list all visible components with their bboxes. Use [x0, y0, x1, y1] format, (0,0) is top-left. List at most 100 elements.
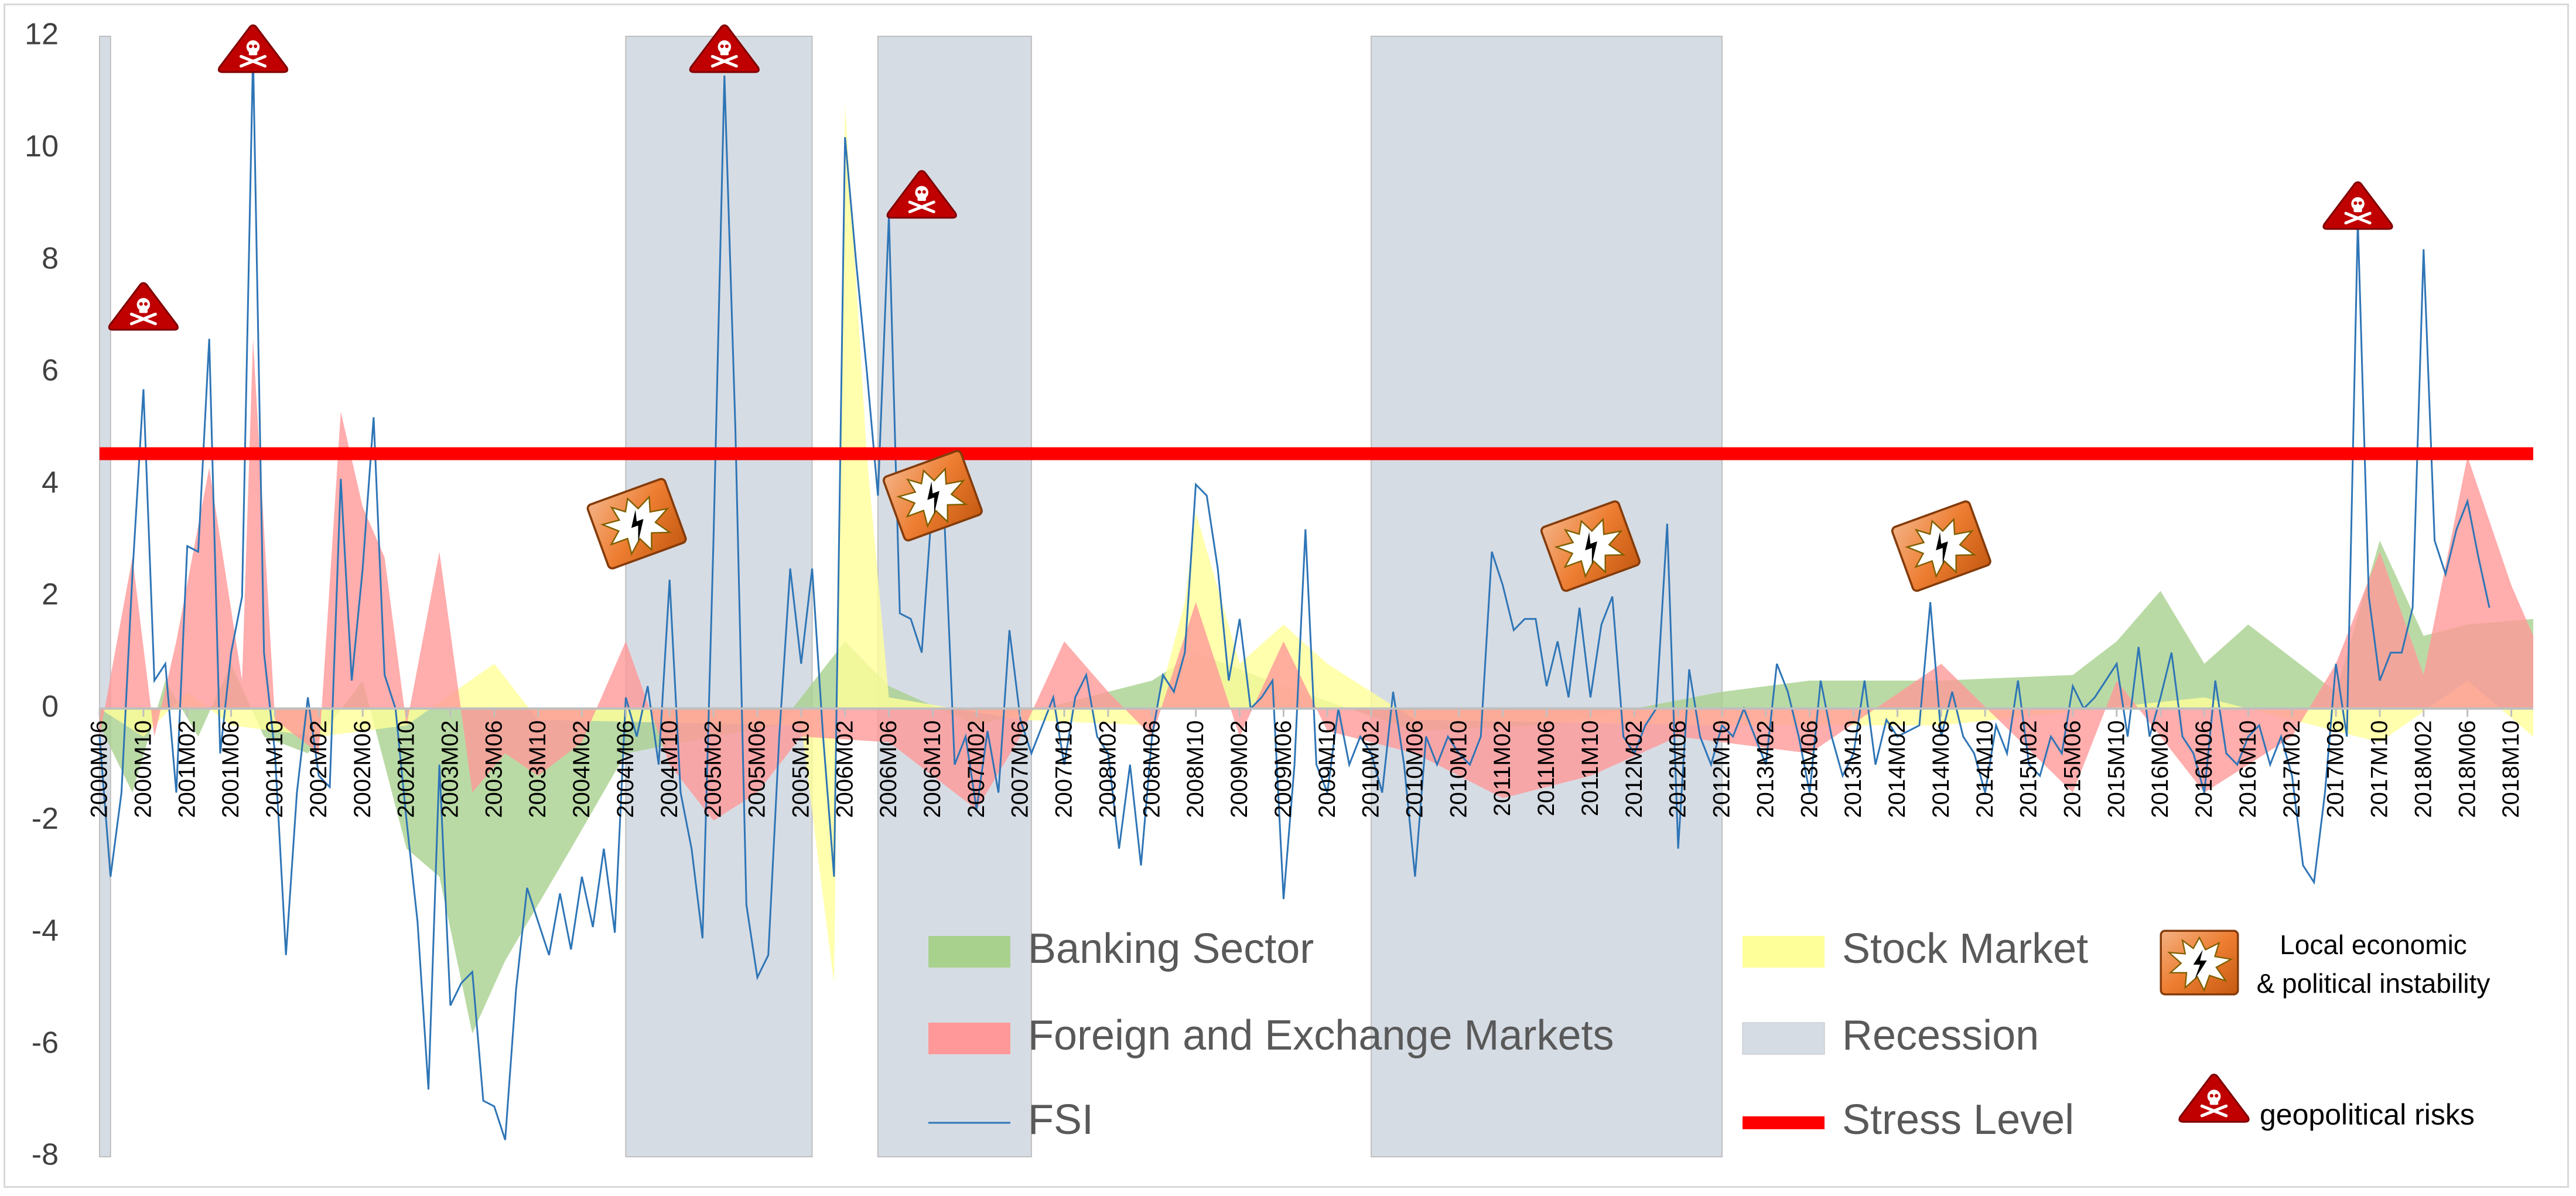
legend-label: geopolitical risks — [2260, 1098, 2475, 1131]
x-tick-label: 2018M10 — [2498, 720, 2524, 818]
x-tick-label: 2007M02 — [964, 720, 989, 818]
fsi-line — [98, 53, 2490, 1140]
x-tick-label: 2006M02 — [832, 720, 857, 818]
y-tick-label: -4 — [32, 914, 59, 948]
y-tick-label: -2 — [32, 802, 59, 836]
x-tick-label: 2006M06 — [876, 720, 901, 818]
x-tick-label: 2009M02 — [1226, 720, 1252, 818]
y-tick-label: 10 — [25, 129, 59, 163]
y-tick-label: 12 — [25, 18, 59, 52]
y-tick-label: 6 — [42, 354, 59, 388]
y-tick-label: -6 — [32, 1026, 59, 1060]
x-tick-label: 2016M06 — [2191, 720, 2217, 818]
x-tick-label: 2001M02 — [174, 720, 200, 818]
x-tick-label: 2005M10 — [788, 720, 814, 818]
x-tick-label: 2004M02 — [569, 720, 595, 818]
legend-label: & political instability — [2257, 968, 2490, 999]
x-tick-label: 2015M02 — [2016, 720, 2042, 818]
x-tick-label: 2010M06 — [1402, 720, 1428, 818]
x-tick-label: 2014M10 — [1972, 720, 1998, 818]
legend-swatch — [928, 1023, 1010, 1054]
x-tick-label: 2002M06 — [350, 720, 375, 818]
y-tick-label: 0 — [42, 690, 59, 724]
x-tick-label: 2016M02 — [2147, 720, 2173, 818]
x-tick-label: 2015M06 — [2059, 720, 2085, 818]
x-tick-label: 2000M10 — [130, 720, 156, 818]
x-tick-label: 2012M02 — [1621, 720, 1647, 818]
legend: Banking Sector Stock Market Foreign and Ex… — [928, 925, 2490, 1143]
y-tick-label: -8 — [32, 1138, 59, 1172]
legend-label: Stress Level — [1842, 1096, 2074, 1143]
x-tick-label: 2011M02 — [1489, 720, 1515, 816]
legend-local-instability: Local economic & political instability — [2160, 930, 2490, 999]
x-tick-label: 2011M10 — [1577, 720, 1603, 816]
x-tick-label: 2013M06 — [1796, 720, 1822, 818]
x-tick-label: 2013M10 — [1840, 720, 1866, 818]
x-tick-label: 2009M10 — [1314, 720, 1340, 818]
x-tick-label: 2011M06 — [1533, 720, 1559, 816]
legend-label: FSI — [1028, 1096, 1094, 1143]
legend-label: Recession — [1842, 1012, 2039, 1059]
legend-label: Stock Market — [1842, 925, 2088, 972]
area-series — [100, 339, 2533, 821]
legend-foreign-exchange: Foreign and Exchange Markets — [928, 1012, 1614, 1059]
legend-label: Foreign and Exchange Markets — [1028, 1012, 1614, 1059]
x-tick-label: 2017M10 — [2367, 720, 2393, 818]
area-series — [100, 540, 2533, 1034]
x-tick-label: 2015M10 — [2103, 720, 2129, 818]
x-tick-label: 2002M10 — [394, 720, 419, 818]
x-tick-label: 2008M10 — [1183, 720, 1208, 818]
legend-fsi: FSI — [928, 1096, 1094, 1143]
x-tick-label: 2004M06 — [613, 720, 638, 818]
recession-band — [99, 36, 111, 1157]
x-tick-label: 2018M06 — [2454, 720, 2480, 818]
x-tick-label: 2001M10 — [262, 720, 288, 818]
legend-swatch — [1743, 936, 1825, 968]
y-tick-label: 2 — [42, 578, 59, 611]
x-tick-label: 2003M02 — [437, 720, 463, 818]
recession-band — [877, 36, 1032, 1157]
x-tick-label: 2008M02 — [1095, 720, 1120, 818]
x-tick-label: 2009M06 — [1270, 720, 1296, 818]
x-tick-label: 2014M02 — [1884, 720, 1910, 818]
x-tick-label: 2003M06 — [481, 720, 507, 818]
recession-band — [625, 36, 813, 1157]
x-tick-label: 2003M10 — [525, 720, 551, 818]
legend-recession: Recession — [1742, 1012, 2039, 1059]
x-tick-label: 2002M02 — [306, 720, 332, 818]
legend-swatch — [928, 936, 1010, 968]
x-tick-label: 2005M06 — [744, 720, 770, 818]
x-tick-label: 2013M02 — [1752, 720, 1778, 818]
x-tick-label: 2004M10 — [657, 720, 682, 818]
x-tick-label: 2016M10 — [2235, 720, 2261, 818]
y-tick-label: 8 — [42, 241, 59, 275]
x-tick-label: 2017M06 — [2323, 720, 2349, 818]
x-tick-label: 2012M06 — [1665, 720, 1691, 818]
legend-stress-level: Stress Level — [1743, 1096, 2074, 1143]
legend-stock-market: Stock Market — [1743, 925, 2088, 972]
x-tick-label: 2007M10 — [1051, 720, 1077, 818]
legend-geopolitical-risks: geopolitical risks — [2179, 1075, 2475, 1131]
x-tick-label: 2006M10 — [920, 720, 945, 818]
x-tick-label: 2005M02 — [701, 720, 726, 818]
x-tick-label: 2010M10 — [1446, 720, 1471, 818]
legend-swatch — [1742, 1022, 1825, 1055]
y-tick-label: 4 — [42, 466, 59, 500]
chart-frame — [4, 4, 2569, 1188]
legend-label: Banking Sector — [1028, 925, 1314, 972]
x-tick-label: 2014M06 — [1928, 720, 1954, 818]
x-tick-label: 2012M10 — [1709, 720, 1735, 818]
x-tick-label: 2000M06 — [87, 720, 112, 818]
x-tick-label: 2008M06 — [1139, 720, 1164, 818]
x-tick-label: 2018M02 — [2410, 720, 2436, 818]
x-tick-label: 2007M06 — [1007, 720, 1033, 818]
x-tick-label: 2001M06 — [218, 720, 244, 818]
axes: 2000M06 2000M10 2001M02 2001M06 2001M10 2002M… — [25, 18, 2533, 1172]
x-tick-label: 2010M02 — [1358, 720, 1384, 818]
legend-label: Local economic — [2280, 930, 2467, 960]
plot-area — [98, 36, 2533, 1157]
legend-banking-sector: Banking Sector — [928, 925, 1314, 972]
x-tick-label: 2017M02 — [2279, 720, 2305, 818]
